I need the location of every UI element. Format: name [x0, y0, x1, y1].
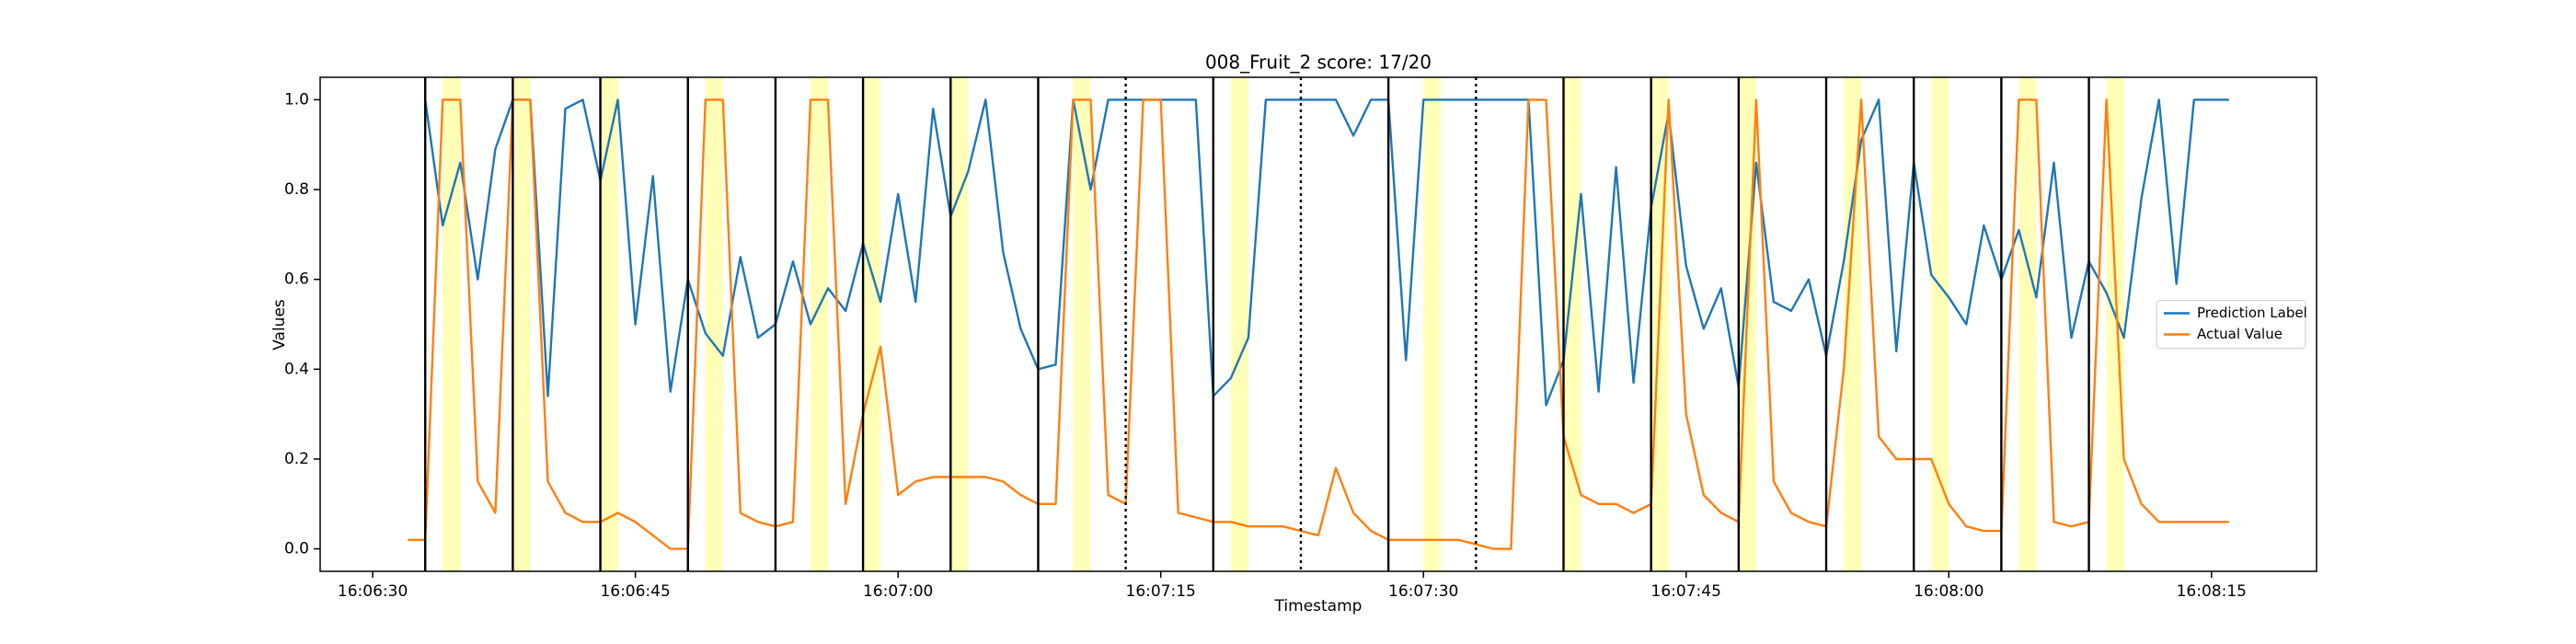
x-tick-label: 16:07:00: [863, 582, 933, 601]
x-tick-label: 16:06:45: [600, 582, 670, 601]
x-tick-label: 16:08:00: [1914, 582, 1984, 601]
highlight-span: [863, 77, 881, 571]
series-line: [408, 98, 2229, 550]
highlight-span: [1073, 77, 1091, 571]
highlight-span: [443, 77, 461, 571]
legend-label: Prediction Label: [2197, 305, 2307, 321]
series-line: [424, 98, 2229, 407]
x-tick-label: 16:07:30: [1388, 582, 1458, 601]
highlight-span: [1931, 77, 1949, 571]
y-tick-label: 0.0: [284, 540, 309, 558]
y-tick-label: 0.2: [284, 450, 309, 468]
plot-frame: [319, 76, 2317, 572]
x-tick-label: 16:07:15: [1126, 582, 1196, 601]
y-axis-label: Values: [270, 299, 289, 351]
x-tick-label: 16:06:30: [338, 582, 408, 601]
highlight-span: [1563, 77, 1581, 571]
highlight-span: [950, 77, 969, 571]
highlight-span: [1230, 77, 1248, 571]
highlight-span: [512, 77, 531, 571]
x-axis-label: Timestamp: [1274, 597, 1363, 615]
x-tick-label: 16:07:45: [1651, 582, 1721, 601]
legend-box: [2156, 300, 2306, 349]
y-tick-label: 0.4: [284, 360, 309, 378]
highlight-span: [705, 77, 723, 571]
chart-title: 008_Fruit_2 score: 17/20: [1205, 52, 1432, 74]
highlight-span: [600, 77, 618, 571]
highlight-span: [810, 77, 829, 571]
highlight-span: [1423, 77, 1442, 571]
x-tick-label: 16:08:15: [2177, 582, 2247, 601]
highlight-span: [1844, 77, 1862, 571]
y-tick-label: 1.0: [284, 90, 309, 109]
y-tick-label: 0.6: [284, 270, 309, 289]
y-tick-label: 0.8: [284, 180, 309, 199]
legend-label: Actual Value: [2197, 326, 2283, 342]
highlight-span: [2018, 77, 2037, 571]
